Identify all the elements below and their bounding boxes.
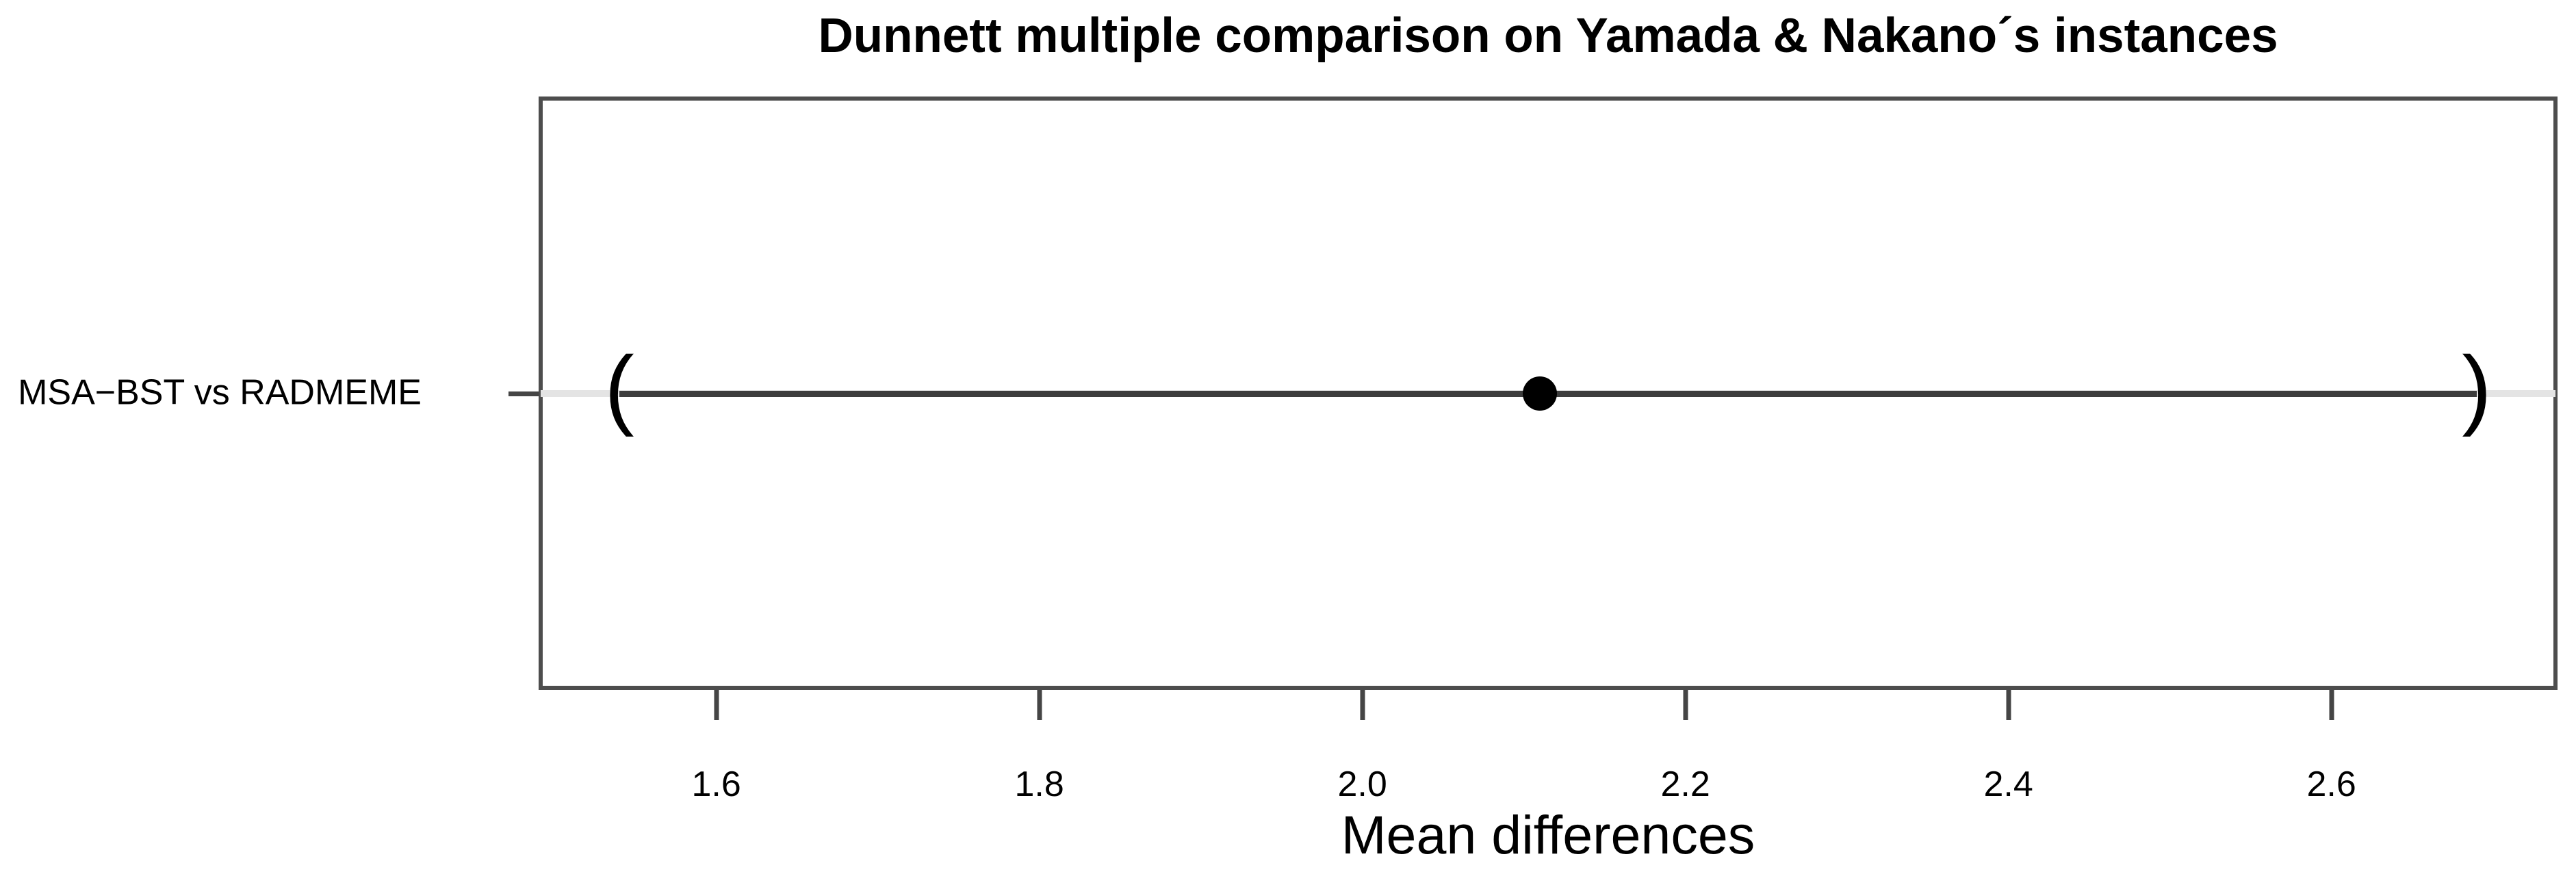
- point-estimate-marker: [1523, 376, 1558, 411]
- x-tick-mark: [1360, 690, 1365, 720]
- x-tick-mark: [2329, 690, 2334, 720]
- x-tick-label: 2.2: [1660, 764, 1710, 804]
- y-axis-comparison-label: MSA−BST vs RADMEME: [18, 372, 422, 413]
- x-tick-label: 1.8: [1014, 764, 1064, 804]
- x-tick-mark: [2006, 690, 2011, 720]
- x-tick-mark: [714, 690, 719, 720]
- x-tick-label: 2.4: [1983, 764, 2033, 804]
- x-tick-label: 1.6: [691, 764, 741, 804]
- x-axis-label: Mean differences: [1341, 804, 1755, 865]
- x-tick-mark: [1037, 690, 1042, 720]
- x-tick-mark: [1683, 690, 1688, 720]
- x-tick-label: 2.0: [1337, 764, 1387, 804]
- chart-title: Dunnett multiple comparison on Yamada & …: [818, 9, 2278, 63]
- x-tick-label: 2.6: [2306, 764, 2356, 804]
- y-axis-tick-mark: [508, 391, 539, 396]
- ci-upper-bracket-glyph: ): [2462, 337, 2492, 437]
- ci-lower-bracket-glyph: (: [604, 337, 634, 437]
